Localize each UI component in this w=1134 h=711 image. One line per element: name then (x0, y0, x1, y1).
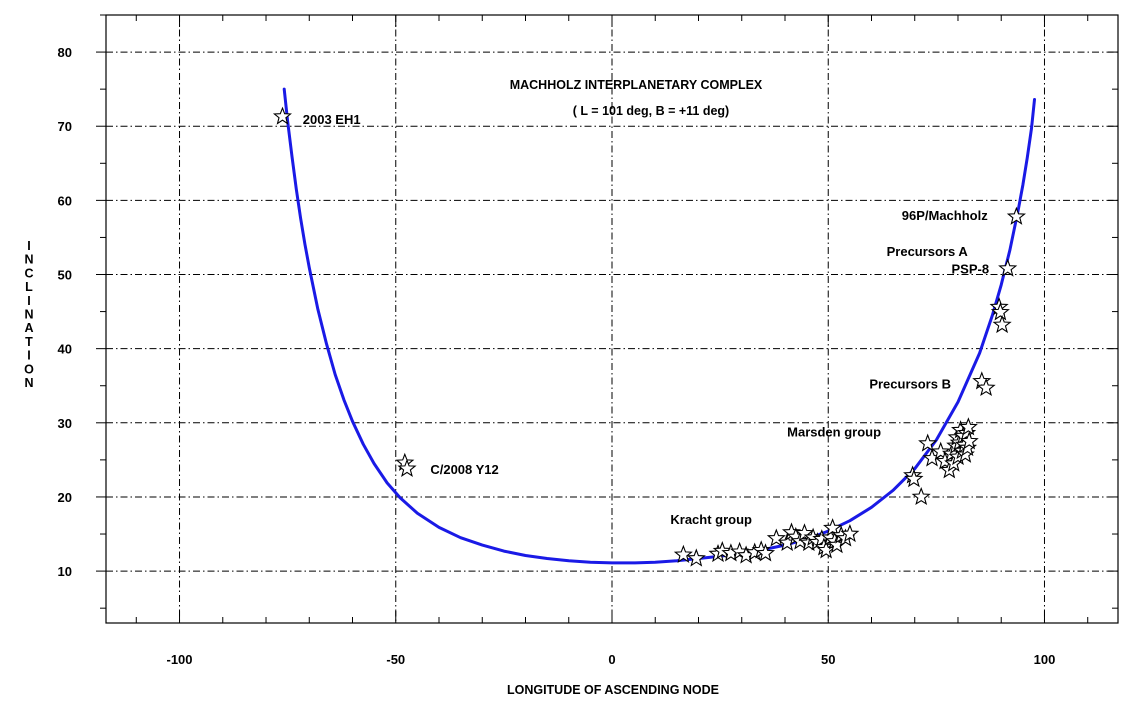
comet-star-marker (816, 540, 836, 559)
x-tick-label: -100 (167, 652, 193, 667)
comet-star-marker (992, 314, 1012, 334)
point-annotation: Precursors B (869, 377, 951, 392)
comet-star-marker (904, 469, 924, 488)
comet-star-marker (272, 106, 292, 125)
point-annotation: Precursors A (887, 244, 969, 259)
y-tick-label: 10 (58, 564, 72, 579)
y-tick-label: 20 (58, 490, 72, 505)
y-tick-label: 30 (58, 416, 72, 431)
point-annotation: C/2008 Y12 (430, 462, 498, 477)
y-tick-label: 60 (58, 193, 72, 208)
comet-markers (272, 106, 1026, 567)
point-annotations: 2003 EH1 C/2008 Y12 Kracht group Marsden gr… (303, 112, 989, 527)
tick-labels: -100 -50 0 50 100 10 20 30 40 50 60 70 80 (58, 45, 1056, 667)
x-tick-label: 100 (1034, 652, 1056, 667)
point-annotation: PSP-8 (951, 262, 989, 277)
comet-star-marker (397, 458, 417, 477)
comet-star-marker (931, 441, 951, 460)
y-tick-label: 40 (58, 342, 72, 357)
comet-star-marker (673, 544, 693, 563)
y-tick-label: 70 (58, 119, 72, 134)
comet-star-marker (990, 302, 1010, 321)
model-curve (282, 87, 1036, 565)
point-annotation: 96P/Machholz (902, 208, 988, 223)
grid-lines (106, 15, 1118, 623)
axis-ticks (96, 14, 1118, 623)
x-tick-label: 0 (608, 652, 615, 667)
point-annotation: 2003 EH1 (303, 112, 361, 127)
chart-title: MACHHOLZ INTERPLANETARY COMPLEX (510, 78, 763, 92)
point-annotation: Kracht group (670, 512, 752, 527)
comet-star-marker (911, 486, 931, 506)
comet-star-marker (686, 548, 706, 567)
comet-star-marker (976, 377, 996, 397)
comet-star-marker (755, 543, 776, 562)
comet-star-marker (794, 523, 814, 542)
comet-star-marker (959, 431, 979, 450)
x-axis-title: LONGITUDE OF ASCENDING NODE (507, 683, 719, 697)
y-tick-label: 80 (58, 45, 72, 60)
chart-subtitle: ( L = 101 deg, B = +11 deg) (573, 104, 729, 118)
comet-star-marker (998, 258, 1018, 277)
comet-star-marker (1006, 206, 1026, 225)
comet-star-marker (958, 417, 978, 436)
comet-star-marker (823, 518, 843, 537)
point-annotation: Marsden group (787, 425, 881, 440)
x-tick-label: -50 (386, 652, 405, 667)
x-tick-label: 50 (821, 652, 835, 667)
y-tick-label: 50 (58, 268, 72, 283)
comet-star-marker (766, 528, 786, 547)
comet-star-marker (840, 523, 860, 543)
comet-star-marker (918, 433, 938, 452)
